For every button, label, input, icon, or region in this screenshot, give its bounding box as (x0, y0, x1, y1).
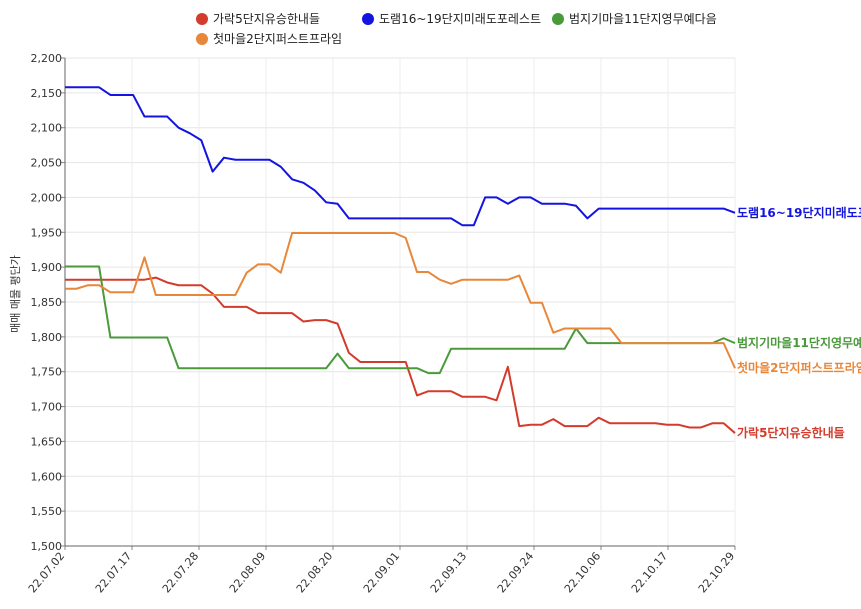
y-tick-label: 2,150 (31, 87, 63, 100)
legend-marker-icon (552, 12, 564, 25)
y-tick-label: 1,550 (31, 505, 63, 518)
y-tick-label: 1,900 (31, 261, 63, 274)
legend-item-series-2[interactable]: 도램16~19단지미래도포레스트 (362, 10, 541, 27)
series-line-2 (65, 86, 736, 227)
y-axis-label: 매매 매물 평단가 (9, 255, 22, 333)
legend-label: 첫마을2단지퍼스트프라임 (213, 32, 343, 46)
legend-item-series-3[interactable]: 범지기마을11단지영무예다음 (552, 10, 717, 27)
series-line-4 (65, 231, 736, 369)
series-line-1 (65, 276, 736, 434)
y-tick-label: 1,500 (31, 540, 63, 553)
legend-item-series-4[interactable]: 첫마을2단지퍼스트프라임 (196, 30, 342, 47)
x-tick-label: 22.07.17 (93, 550, 134, 596)
legend-row-1: 가락5단지유승한내들 도램16~19단지미래도포레스트 범지기마을11단지영무예… (196, 10, 796, 30)
series-end-label-4: 첫마을2단지퍼스트프라임 (737, 360, 861, 375)
x-tick-label: 22.09.24 (495, 550, 536, 596)
series-end-label-2: 도램16~19단지미래도포레스트 (737, 205, 861, 220)
y-tick-label: 2,200 (31, 52, 63, 65)
x-tick-label: 22.10.17 (629, 550, 670, 596)
legend-item-series-1[interactable]: 가락5단지유승한내들 (196, 10, 320, 27)
x-tick-label: 22.08.20 (294, 550, 335, 596)
series-end-label-1: 가락5단지유승한내들 (737, 425, 845, 440)
legend-marker-icon (196, 32, 208, 45)
legend-row-2: 첫마을2단지퍼스트프라임 (196, 30, 796, 50)
y-tick-label: 1,800 (31, 331, 63, 344)
x-tick-label: 22.09.13 (428, 550, 469, 596)
y-tick-label: 1,850 (31, 296, 63, 309)
y-tick-label: 1,650 (31, 435, 63, 448)
y-tick-label: 1,750 (31, 366, 63, 379)
legend-label: 도램16~19단지미래도포레스트 (379, 12, 542, 26)
y-tick-label: 2,000 (31, 191, 63, 204)
legend-marker-icon (362, 12, 374, 25)
y-tick-label: 1,600 (31, 470, 63, 483)
x-tick-label: 22.07.28 (160, 550, 201, 596)
y-tick-label: 1,950 (31, 226, 63, 239)
x-tick-label: 22.10.29 (696, 550, 737, 596)
x-tick-label: 22.07.02 (26, 550, 67, 596)
legend-label: 가락5단지유승한내들 (213, 12, 320, 26)
series-end-label-3: 범지기마을11단지영무예다음 (737, 335, 861, 350)
x-tick-label: 22.08.09 (227, 550, 268, 596)
y-tick-label: 1,700 (31, 401, 63, 414)
x-tick-label: 22.10.06 (562, 550, 603, 596)
legend: 가락5단지유승한내들 도램16~19단지미래도포레스트 범지기마을11단지영무예… (196, 10, 796, 50)
x-tick-label: 22.09.01 (361, 550, 402, 596)
legend-label: 범지기마을11단지영무예다음 (569, 12, 717, 26)
legend-marker-icon (196, 12, 208, 25)
y-tick-label: 2,050 (31, 157, 63, 170)
y-tick-label: 2,100 (31, 122, 63, 135)
